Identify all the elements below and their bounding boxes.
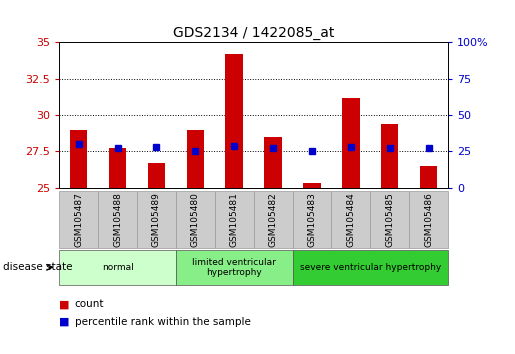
Bar	[264, 137, 282, 188]
Bar	[215, 191, 253, 248]
Bar	[176, 250, 293, 285]
Text: normal: normal	[101, 263, 133, 272]
Text: count: count	[75, 299, 104, 309]
Bar	[59, 250, 176, 285]
Text: GSM105484: GSM105484	[347, 192, 355, 247]
Text: percentile rank within the sample: percentile rank within the sample	[75, 317, 251, 327]
Text: GSM105488: GSM105488	[113, 192, 122, 247]
Bar	[303, 183, 321, 188]
Title: GDS2134 / 1422085_at: GDS2134 / 1422085_at	[173, 26, 334, 40]
Bar	[176, 191, 215, 248]
Bar	[98, 191, 137, 248]
Bar	[293, 250, 448, 285]
Bar	[409, 191, 448, 248]
Bar	[253, 191, 293, 248]
Bar	[381, 124, 399, 188]
Bar	[109, 148, 126, 188]
Bar	[420, 166, 437, 188]
Bar	[59, 191, 98, 248]
Bar	[226, 54, 243, 188]
Text: GSM105489: GSM105489	[152, 192, 161, 247]
Text: severe ventricular hypertrophy: severe ventricular hypertrophy	[300, 263, 441, 272]
Bar	[370, 191, 409, 248]
Text: GSM105480: GSM105480	[191, 192, 200, 247]
Text: GSM105486: GSM105486	[424, 192, 433, 247]
Text: limited ventricular
hypertrophy: limited ventricular hypertrophy	[192, 258, 276, 277]
Text: GSM105482: GSM105482	[269, 192, 278, 247]
Text: GSM105483: GSM105483	[307, 192, 316, 247]
Text: ■: ■	[59, 299, 70, 309]
Text: GSM105481: GSM105481	[230, 192, 238, 247]
Bar	[137, 191, 176, 248]
Text: ■: ■	[59, 317, 70, 327]
Text: disease state: disease state	[3, 262, 72, 272]
Bar	[332, 191, 370, 248]
Bar	[342, 98, 359, 188]
Bar	[186, 130, 204, 188]
Text: GSM105487: GSM105487	[74, 192, 83, 247]
Bar	[293, 191, 332, 248]
Bar	[148, 163, 165, 188]
Bar	[70, 130, 88, 188]
Text: GSM105485: GSM105485	[385, 192, 394, 247]
